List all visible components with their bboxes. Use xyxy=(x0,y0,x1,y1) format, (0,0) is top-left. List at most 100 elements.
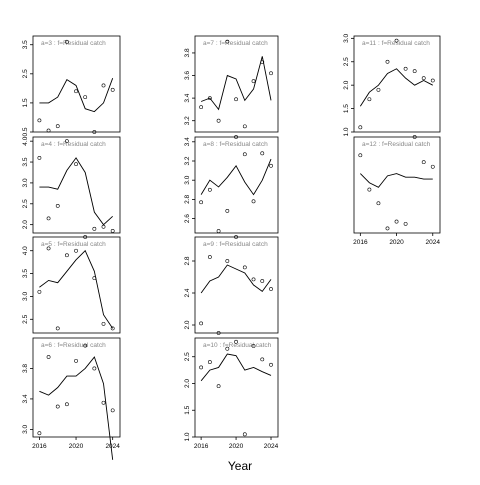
panel-title: a=4 : f=Residual catch xyxy=(41,141,106,148)
x-tick-label: 2024 xyxy=(105,443,120,450)
observed-point xyxy=(92,366,97,371)
panel-frame xyxy=(32,236,121,334)
observed-point xyxy=(234,339,238,344)
observed-point xyxy=(83,235,88,239)
observed-point xyxy=(55,326,60,331)
y-tick-label: 2.0 xyxy=(184,379,191,388)
observed-point xyxy=(55,404,60,409)
observed-point xyxy=(207,96,212,101)
observed-point xyxy=(64,39,69,44)
panel-8: a=10 : f=Residual catch 1.0 1.5 2.0 2.5 2016 2… xyxy=(184,337,279,450)
observed-point xyxy=(260,357,265,362)
y-tick-label: 3.5 xyxy=(22,269,29,278)
observed-point xyxy=(74,248,78,253)
observed-point xyxy=(394,219,399,224)
y-tick-label: 2.8 xyxy=(184,195,191,204)
y-tick-label: 1.5 xyxy=(343,104,350,113)
observed-point xyxy=(234,97,238,102)
y-tick-label: 2.8 xyxy=(184,256,191,265)
observed-point xyxy=(101,224,106,229)
observed-point xyxy=(101,321,106,326)
y-tick-label: 3.2 xyxy=(184,116,191,125)
panel-title: a=10 : f=Residual catch xyxy=(203,342,272,349)
observed-point xyxy=(110,408,115,413)
observed-point xyxy=(101,83,106,88)
y-tick-label: 3.0 xyxy=(184,175,191,184)
fitted-line xyxy=(39,78,114,113)
observed-point xyxy=(199,200,204,205)
observed-point xyxy=(421,160,426,165)
observed-point xyxy=(216,384,221,389)
observed-point xyxy=(260,151,265,156)
panel-frame xyxy=(353,136,441,234)
x-tick-label: 2024 xyxy=(264,443,279,450)
observed-point xyxy=(269,287,273,291)
observed-point xyxy=(269,71,273,76)
panel-frame xyxy=(32,136,121,234)
x-tick-label: 2020 xyxy=(69,443,84,450)
observed-point xyxy=(430,78,435,83)
observed-point xyxy=(64,139,69,144)
y-tick-label: 3.5 xyxy=(22,40,29,49)
y-tick-label: 2.5 xyxy=(343,57,350,66)
y-tick-label: 3.8 xyxy=(22,364,29,373)
y-tick-label: 4.0 xyxy=(22,246,29,255)
panel-title: a=6 : f=Residual catch xyxy=(41,342,106,349)
y-tick-label: 3.0 xyxy=(22,424,29,433)
panel-3: a=5 : f=Residual catch 2.5 3.0 3.5 4.0 xyxy=(22,235,121,334)
panel-frame xyxy=(194,136,279,234)
y-tick-label: 3.0 xyxy=(22,292,29,301)
panel-title: a=8 : f=Residual catch xyxy=(203,141,268,148)
observed-point xyxy=(225,259,230,263)
x-tick-label: 2016 xyxy=(194,443,209,450)
panel-frame xyxy=(32,337,121,438)
observed-point xyxy=(260,279,265,283)
observed-point xyxy=(421,76,426,81)
observed-point xyxy=(251,79,256,84)
observed-point xyxy=(234,235,238,239)
observed-point xyxy=(367,97,372,102)
y-tick-label: 3.0 xyxy=(22,178,29,187)
y-tick-label: 3.5 xyxy=(22,157,29,166)
observed-point xyxy=(358,153,363,158)
observed-point xyxy=(110,229,115,233)
observed-point xyxy=(199,321,204,326)
observed-point xyxy=(242,265,247,270)
observed-point xyxy=(37,431,42,436)
observed-point xyxy=(242,124,247,129)
fitted-line xyxy=(360,173,433,188)
panel-4: a=6 : f=Residual catch 3.0 3.4 3.8 2016 2020 2… xyxy=(22,337,121,460)
fitted-line xyxy=(200,56,272,111)
panel-5: a=7 : f=Residual catch 3.2 3.4 3.6 3.8 xyxy=(184,35,279,133)
observed-point xyxy=(64,402,69,407)
observed-point xyxy=(207,187,212,192)
y-tick-label: 3.0 xyxy=(343,33,350,42)
observed-point xyxy=(385,59,390,64)
y-tick-label: 3.2 xyxy=(184,156,191,165)
observed-point xyxy=(251,277,256,282)
observed-point xyxy=(367,187,372,192)
observed-point xyxy=(110,326,115,331)
x-tick-label: 2020 xyxy=(229,443,244,450)
y-tick-label: 2.4 xyxy=(184,288,191,297)
x-tick-label: 2020 xyxy=(389,239,404,246)
fitted-line xyxy=(359,68,433,107)
fitted-line xyxy=(39,249,114,329)
observed-point xyxy=(199,365,204,370)
y-tick-label: 4.0 xyxy=(22,136,29,145)
x-tick-label: 2024 xyxy=(426,239,441,246)
observed-point xyxy=(225,39,230,44)
observed-point xyxy=(101,400,106,405)
observed-point xyxy=(37,118,42,123)
y-tick-label: 1.5 xyxy=(184,405,191,414)
y-tick-label: 2.6 xyxy=(184,214,191,223)
observed-point xyxy=(260,60,265,64)
observed-point xyxy=(92,276,97,281)
panel-2: a=4 : f=Residual catch 2.0 2.5 3.0 3.5 4.0 xyxy=(22,136,121,234)
y-tick-label: 3.4 xyxy=(184,93,191,102)
y-tick-label: 1.5 xyxy=(22,98,29,107)
observed-point xyxy=(37,155,42,160)
panel-6: a=8 : f=Residual catch 2.6 2.8 3.0 3.2 3.4 xyxy=(184,135,279,234)
panel-frame xyxy=(353,35,441,133)
